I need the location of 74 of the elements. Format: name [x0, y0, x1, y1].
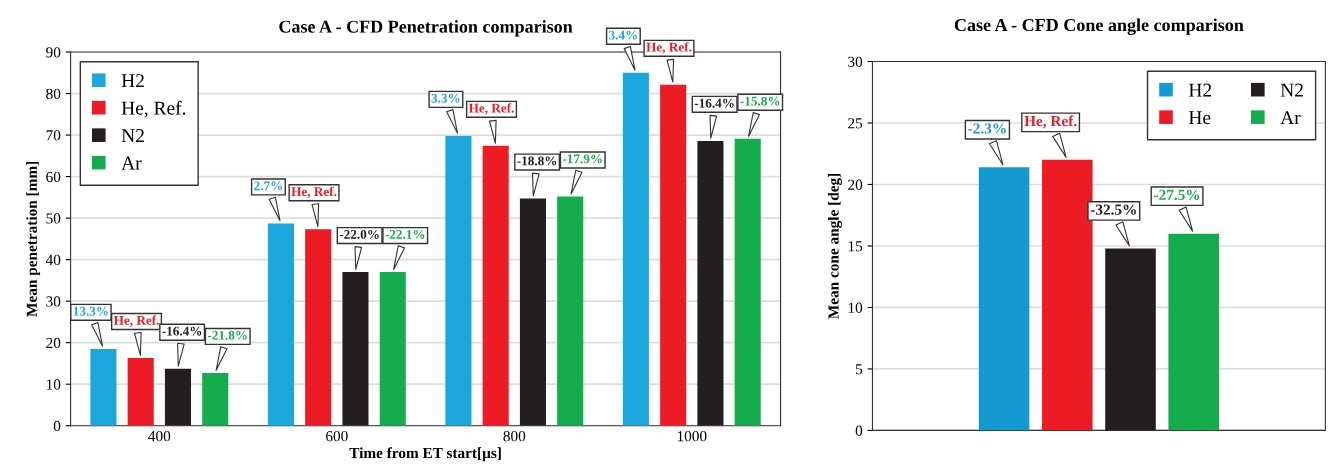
annotation: -16.4%: [694, 98, 734, 108]
legend-label: He, Ref.: [121, 100, 186, 118]
bar: [660, 84, 687, 426]
annotation: 2.7%: [254, 181, 283, 191]
y-tick-label: 5: [855, 364, 863, 375]
bar: [978, 167, 1030, 431]
bar: [519, 198, 546, 426]
bar: [305, 229, 332, 426]
y-tick-label: 80: [46, 88, 61, 99]
annotation: He, Ref.: [113, 315, 159, 327]
legend-label: He: [1188, 111, 1211, 125]
y-tick-label: 10: [46, 379, 61, 390]
y-axis-title: Mean cone angle [deg]: [827, 173, 842, 319]
annotation: -16.4%: [162, 326, 202, 336]
bar: [127, 358, 154, 426]
legend-label: Ar: [1280, 111, 1301, 124]
y-tick-label: 30: [46, 296, 61, 307]
bar: [1168, 233, 1220, 431]
annotation: He, Ref.: [291, 186, 337, 198]
bar: [90, 348, 117, 426]
y-tick-label: 25: [848, 118, 863, 129]
bar: [1042, 159, 1093, 431]
bar: [267, 223, 294, 426]
y-tick-label: 70: [46, 130, 61, 141]
annotation: -22.1%: [385, 229, 425, 239]
annotation: -15.8%: [740, 96, 780, 106]
x-tick-label: 600: [326, 431, 348, 442]
bar: [622, 72, 649, 426]
y-tick-label: 15: [848, 241, 863, 252]
annotation: -22.0%: [339, 229, 379, 239]
annotation: 13.3%: [73, 306, 108, 316]
x-tick-label: 800: [503, 431, 526, 442]
bar: [379, 272, 406, 426]
chart-title: Case A - CFD Cone angle comparison: [954, 18, 1244, 35]
bar: [697, 140, 724, 426]
y-tick-label: 30: [848, 56, 863, 67]
legend-label: N2: [121, 129, 144, 142]
y-tick-label: 40: [45, 254, 61, 266]
annotation: He, Ref.: [1024, 115, 1077, 129]
x-tick-label: 400: [148, 431, 171, 442]
y-tick-label: 10: [848, 302, 863, 313]
chart-title: Case A - CFD Penetration comparison: [279, 20, 573, 37]
bar: [557, 196, 584, 426]
y-tick-label: 20: [848, 179, 863, 190]
annotation: -21.8%: [207, 330, 247, 340]
y-tick-label: 90: [46, 47, 61, 58]
legend-label: N2: [1280, 83, 1303, 97]
bar: [1105, 248, 1156, 431]
y-tick-label: 60: [46, 171, 61, 183]
bar: [342, 272, 369, 426]
bar: [445, 135, 472, 426]
legend-label: H2: [121, 74, 144, 88]
annotation: -27.5%: [1154, 189, 1200, 201]
y-tick-label: 20: [46, 337, 61, 349]
text: 3.4%: [609, 30, 638, 40]
bar: [734, 138, 761, 426]
bar: [482, 145, 509, 426]
legend-label: Ar: [121, 156, 142, 170]
x-axis-title: Time from ET start[µs]: [349, 447, 501, 462]
bar: [202, 372, 229, 426]
annotation: He, Ref.: [468, 103, 514, 115]
y-tick-label: 50: [46, 213, 61, 224]
annotation: 3.3%: [431, 93, 460, 103]
annotation: He, Ref.: [646, 42, 692, 54]
annotation: -18.8%: [517, 156, 557, 166]
y-axis-title: Mean penetration [mm]: [26, 161, 41, 317]
y-tick-label: 0: [855, 425, 863, 436]
annotation: -2.3%: [968, 123, 1006, 134]
legend-label: H2: [1188, 83, 1212, 97]
annotation: -32.5%: [1090, 204, 1136, 215]
annotation: -17.9%: [562, 154, 602, 164]
y-tick-label: 0: [53, 420, 61, 432]
x-tick-label: 1000: [677, 431, 707, 442]
bar: [164, 368, 192, 426]
